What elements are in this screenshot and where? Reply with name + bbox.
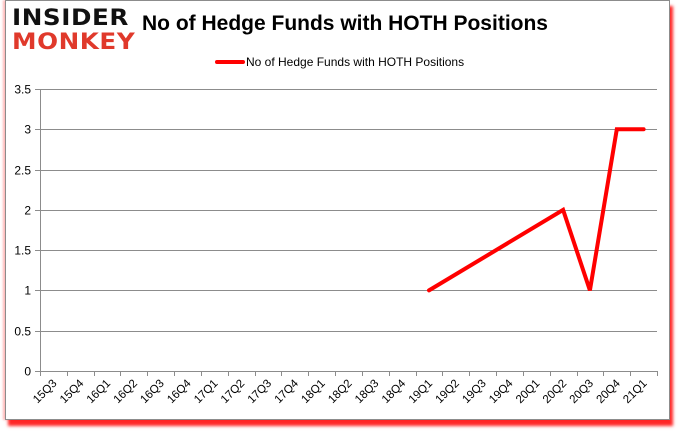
x-tick-label: 19Q3 <box>460 378 488 406</box>
gridlines <box>35 89 657 332</box>
x-tick-label: 18Q3 <box>353 378 381 406</box>
x-tick-label: 17Q1 <box>192 378 220 406</box>
x-tick-label: 20Q1 <box>514 378 542 406</box>
x-axis: 15Q315Q416Q116Q216Q316Q417Q117Q217Q317Q4… <box>31 371 658 406</box>
y-tick-label: 1.5 <box>14 244 31 258</box>
x-tick-label: 20Q4 <box>594 377 623 406</box>
logo-text-monkey: MONKEY <box>12 30 136 55</box>
x-tick-label: 16Q4 <box>165 377 194 406</box>
y-tick-label: 0 <box>24 365 31 379</box>
x-tick-label: 17Q2 <box>219 378 247 406</box>
x-tick-label: 20Q2 <box>541 378 569 406</box>
logo-text-insider: INSIDER <box>12 6 129 31</box>
y-tick-label: 1 <box>24 284 31 298</box>
chart-legend: No of Hedge Funds with HOTH Positions <box>215 54 464 70</box>
x-tick-label: 21Q1 <box>621 378 649 406</box>
x-tick-label: 16Q3 <box>138 378 166 406</box>
data-series <box>427 127 646 293</box>
x-tick-label: 17Q3 <box>246 378 274 406</box>
x-tick-label: 18Q4 <box>380 377 409 406</box>
y-tick-label: 0.5 <box>14 325 31 339</box>
legend-label: No of Hedge Funds with HOTH Positions <box>246 55 465 69</box>
x-tick-label: 16Q1 <box>85 378 113 406</box>
series-line <box>427 127 646 293</box>
x-tick-label: 19Q1 <box>407 378 435 406</box>
x-tick-label: 16Q2 <box>112 378 140 406</box>
x-tick-label: 15Q4 <box>58 377 87 406</box>
x-tick-label: 18Q2 <box>326 378 354 406</box>
insider-monkey-logo: INSIDER MONKEY <box>12 6 135 54</box>
x-tick-label: 19Q2 <box>434 378 462 406</box>
y-axis: 0 0.5 1 1.5 2 2.5 3 3.5 <box>14 83 41 379</box>
y-tick-label: 2 <box>24 204 31 218</box>
x-tick-label: 19Q4 <box>487 377 516 406</box>
x-tick-label: 18Q1 <box>299 378 327 406</box>
chart-title: No of Hedge Funds with HOTH Positions <box>142 12 548 35</box>
y-tick-label: 2.5 <box>14 164 31 178</box>
x-tick-label: 20Q3 <box>568 378 596 406</box>
y-tick-label: 3.5 <box>14 83 31 97</box>
x-tick-label: 17Q4 <box>273 377 302 406</box>
legend-line-swatch <box>215 60 245 64</box>
y-tick-label: 3 <box>24 123 31 137</box>
x-tick-label: 15Q3 <box>31 378 59 406</box>
